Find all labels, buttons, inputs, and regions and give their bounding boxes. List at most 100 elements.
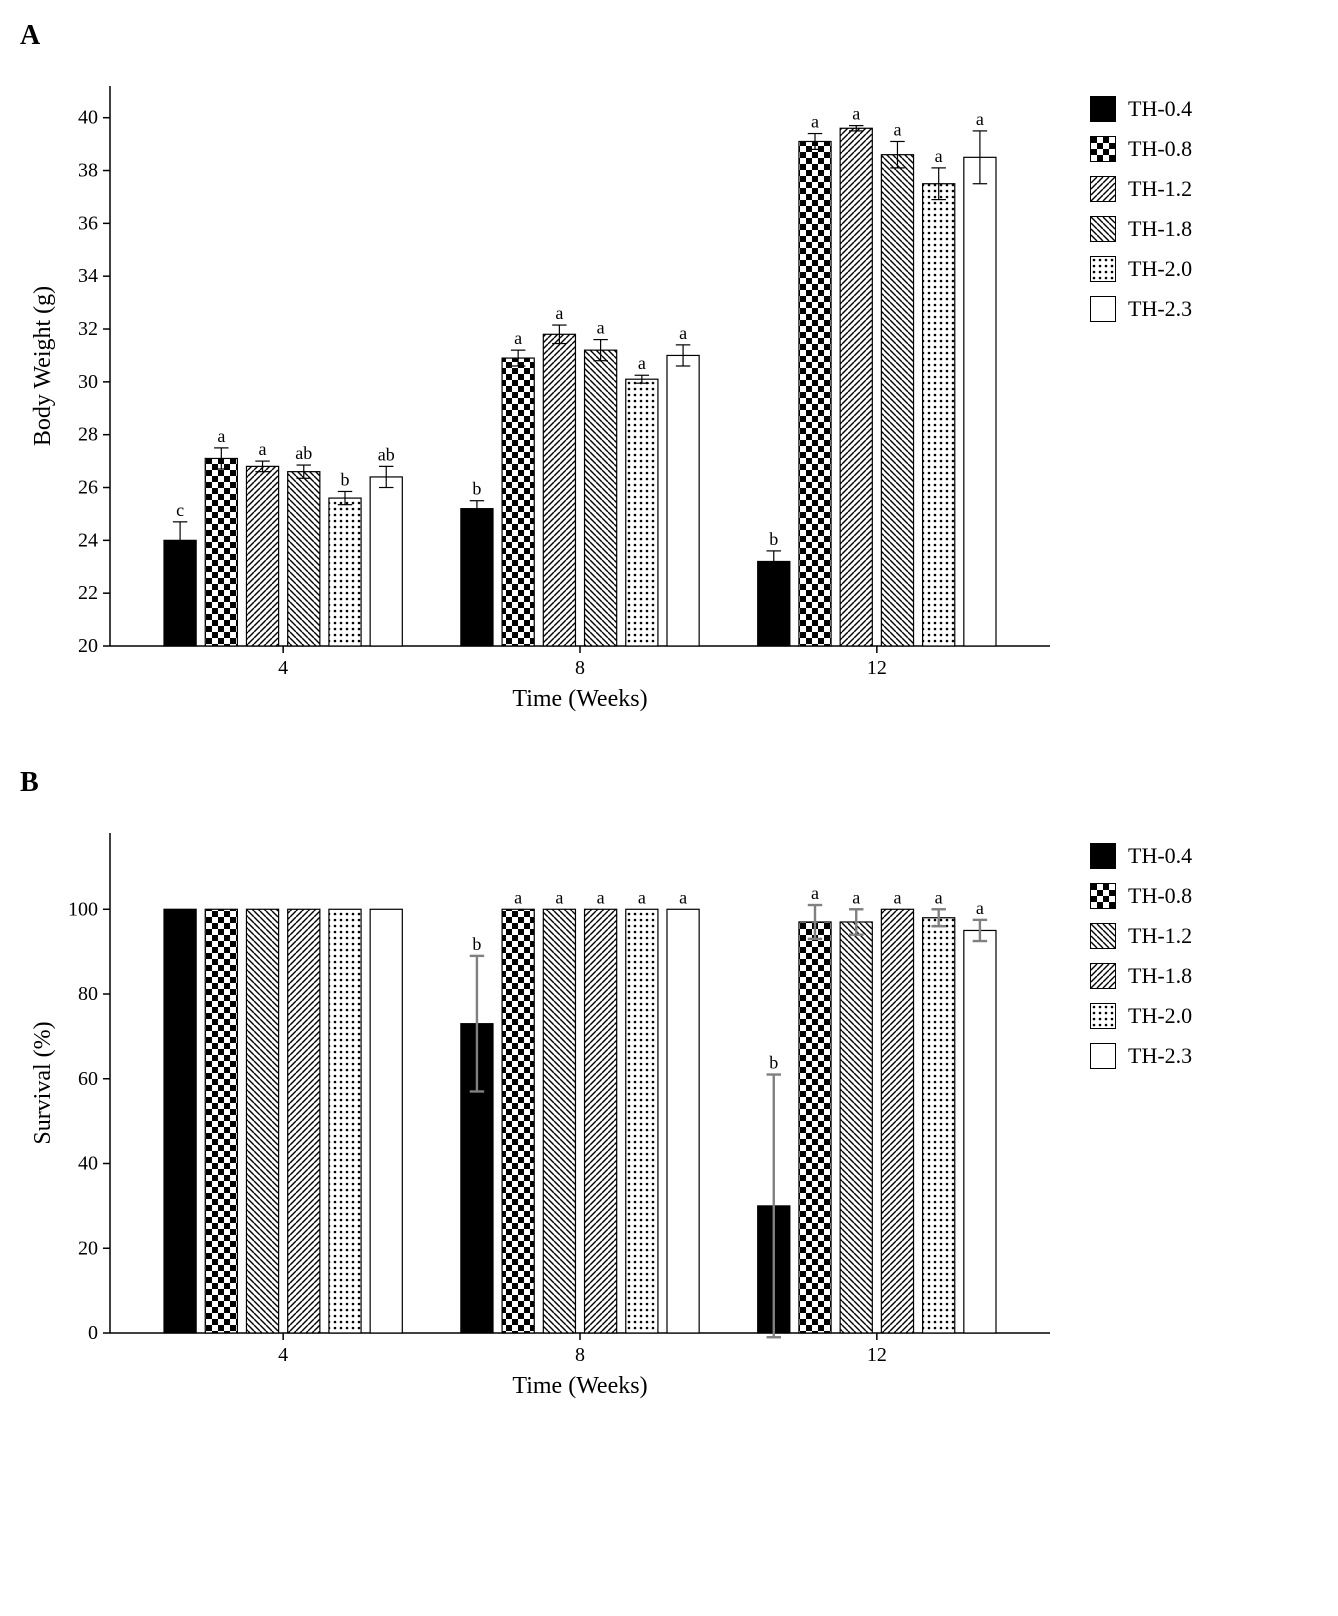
svg-text:60: 60 bbox=[78, 1068, 98, 1090]
x-tick-label: 4 bbox=[278, 657, 288, 679]
sig-label: a bbox=[893, 887, 901, 907]
sig-label: a bbox=[555, 887, 563, 907]
sig-label: a bbox=[935, 146, 943, 166]
bar bbox=[246, 466, 278, 646]
sig-label: a bbox=[514, 328, 522, 348]
legend-swatch bbox=[1090, 96, 1116, 122]
bar bbox=[543, 334, 575, 646]
bar bbox=[461, 509, 493, 646]
sig-label: a bbox=[811, 883, 819, 903]
bar bbox=[329, 909, 361, 1333]
sig-label: a bbox=[597, 318, 605, 338]
sig-label: a bbox=[638, 887, 646, 907]
bar bbox=[370, 477, 402, 646]
legend-swatch bbox=[1090, 963, 1116, 989]
svg-text:26: 26 bbox=[78, 477, 98, 499]
sig-label: ab bbox=[378, 444, 395, 464]
sig-label: b bbox=[472, 934, 481, 954]
bar bbox=[502, 909, 534, 1333]
legend-swatch bbox=[1090, 923, 1116, 949]
legend-item: TH-0.8 bbox=[1090, 136, 1192, 162]
legend-item: TH-2.3 bbox=[1090, 296, 1192, 322]
legend-item: TH-0.4 bbox=[1090, 843, 1192, 869]
x-tick-label: 8 bbox=[575, 1344, 585, 1366]
bar bbox=[502, 358, 534, 646]
panel-a-label: A bbox=[20, 20, 1318, 52]
x-tick-label: 12 bbox=[867, 657, 887, 679]
legend-label: TH-2.0 bbox=[1128, 256, 1192, 282]
svg-text:20: 20 bbox=[78, 1237, 98, 1259]
sig-label: a bbox=[935, 887, 943, 907]
svg-text:Body Weight (g): Body Weight (g) bbox=[30, 286, 56, 446]
svg-text:20: 20 bbox=[78, 635, 98, 657]
legend-label: TH-1.2 bbox=[1128, 923, 1192, 949]
legend-label: TH-2.3 bbox=[1128, 1043, 1192, 1069]
bar bbox=[585, 909, 617, 1333]
panel-a-container: 2022242628303234363840Body Weight (g)caa… bbox=[20, 56, 1318, 731]
legend-item: TH-1.8 bbox=[1090, 216, 1192, 242]
bar bbox=[288, 472, 320, 646]
bar bbox=[329, 498, 361, 646]
legend-label: TH-2.3 bbox=[1128, 296, 1192, 322]
sig-label: b bbox=[472, 479, 481, 499]
legend-swatch bbox=[1090, 256, 1116, 282]
sig-label: a bbox=[217, 426, 225, 446]
sig-label: a bbox=[976, 109, 984, 129]
sig-label: b bbox=[341, 469, 350, 489]
bar bbox=[370, 909, 402, 1333]
legend-item: TH-2.3 bbox=[1090, 1043, 1192, 1069]
panel-a-chart: 2022242628303234363840Body Weight (g)caa… bbox=[20, 56, 1070, 731]
bar bbox=[799, 922, 831, 1333]
legend-label: TH-1.8 bbox=[1128, 963, 1192, 989]
sig-label: b bbox=[769, 1053, 778, 1073]
legend-item: TH-2.0 bbox=[1090, 256, 1192, 282]
sig-label: a bbox=[893, 119, 901, 139]
bar bbox=[840, 922, 872, 1333]
legend-item: TH-1.2 bbox=[1090, 176, 1192, 202]
svg-text:30: 30 bbox=[78, 371, 98, 393]
x-tick-label: 8 bbox=[575, 657, 585, 679]
sig-label: a bbox=[811, 112, 819, 132]
bar bbox=[964, 930, 996, 1333]
legend-swatch bbox=[1090, 883, 1116, 909]
bar bbox=[840, 128, 872, 646]
legend-swatch bbox=[1090, 1043, 1116, 1069]
sig-label: a bbox=[259, 439, 267, 459]
legend-swatch bbox=[1090, 136, 1116, 162]
panel-b-container: 020406080100Survival (%)4baaaaa8baaaaa12… bbox=[20, 803, 1318, 1418]
panel-b-label: B bbox=[20, 767, 1318, 799]
sig-label: a bbox=[679, 887, 687, 907]
sig-label: a bbox=[679, 323, 687, 343]
bar bbox=[799, 141, 831, 646]
sig-label: a bbox=[976, 898, 984, 918]
sig-label: c bbox=[176, 500, 184, 520]
bar bbox=[205, 909, 237, 1333]
svg-text:34: 34 bbox=[78, 265, 98, 287]
sig-label: a bbox=[852, 887, 860, 907]
bar bbox=[626, 379, 658, 646]
bar bbox=[246, 909, 278, 1333]
legend-swatch bbox=[1090, 296, 1116, 322]
bar bbox=[585, 350, 617, 646]
sig-label: ab bbox=[295, 443, 312, 463]
svg-text:38: 38 bbox=[78, 160, 98, 182]
panel-a-legend: TH-0.4 TH-0.8 TH-1.2 TH-1.8 TH-2.0 TH-2.3 bbox=[1090, 96, 1192, 336]
legend-swatch bbox=[1090, 843, 1116, 869]
svg-text:100: 100 bbox=[68, 898, 98, 920]
legend-label: TH-1.2 bbox=[1128, 176, 1192, 202]
legend-label: TH-2.0 bbox=[1128, 1003, 1192, 1029]
bar bbox=[923, 918, 955, 1333]
svg-text:40: 40 bbox=[78, 1153, 98, 1175]
svg-text:Time (Weeks): Time (Weeks) bbox=[512, 1373, 647, 1399]
bar bbox=[758, 561, 790, 646]
legend-item: TH-0.4 bbox=[1090, 96, 1192, 122]
svg-text:22: 22 bbox=[78, 582, 98, 604]
bar bbox=[667, 909, 699, 1333]
sig-label: a bbox=[514, 887, 522, 907]
sig-label: a bbox=[555, 303, 563, 323]
bar bbox=[164, 909, 196, 1333]
legend-item: TH-0.8 bbox=[1090, 883, 1192, 909]
sig-label: b bbox=[769, 529, 778, 549]
bar bbox=[881, 155, 913, 646]
sig-label: a bbox=[638, 353, 646, 373]
